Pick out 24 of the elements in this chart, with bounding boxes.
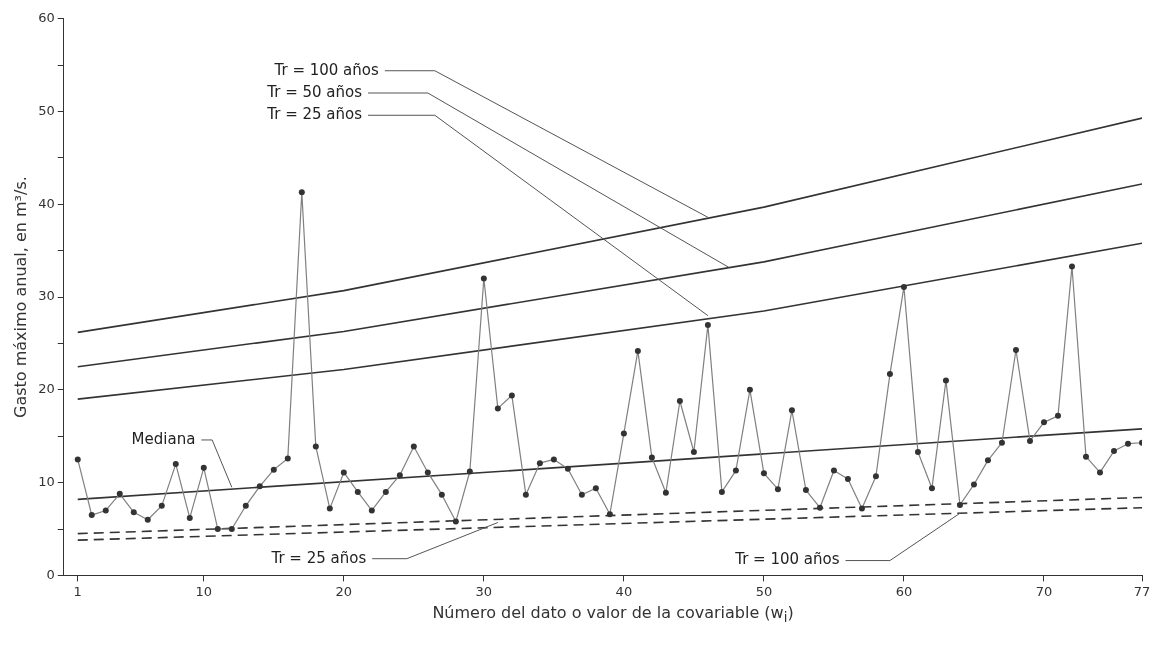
annotation: Tr = 100 años [734, 550, 840, 569]
y-tick-label: 50 [38, 102, 55, 118]
x-axis-title: Número del dato o valor de la covariable (w$_{i}$) [431, 603, 795, 626]
x-tick-label: 30 [475, 583, 493, 599]
x-tick-label: 1 [73, 583, 82, 599]
x-tick-label: 20 [335, 583, 353, 599]
x-tick-label: 10 [195, 583, 213, 599]
y-axis-title: Gasto máximo anual, en m³/s. [10, 176, 30, 419]
y-tick-label: 30 [38, 288, 55, 304]
x-tick-label: 77 [1133, 583, 1151, 599]
x-tick-label: 50 [755, 583, 773, 599]
x-tick-label: 40 [615, 583, 633, 599]
annotation: Tr = 25 años [266, 105, 363, 124]
annotation: Tr = 100 años [273, 60, 379, 79]
y-tick-label: 60 [38, 10, 55, 26]
x-tick-label: 60 [895, 583, 913, 599]
annotation: Tr = 50 años [266, 82, 363, 101]
y-tick-label: 10 [38, 474, 55, 490]
y-tick-label: 0 [46, 566, 55, 582]
y-tick-label: 20 [38, 381, 55, 397]
x-tick-label: 70 [1035, 583, 1053, 599]
annotation: Tr = 25 años [270, 548, 367, 567]
y-tick-label: 40 [38, 195, 55, 211]
annotation: Mediana [131, 429, 196, 448]
